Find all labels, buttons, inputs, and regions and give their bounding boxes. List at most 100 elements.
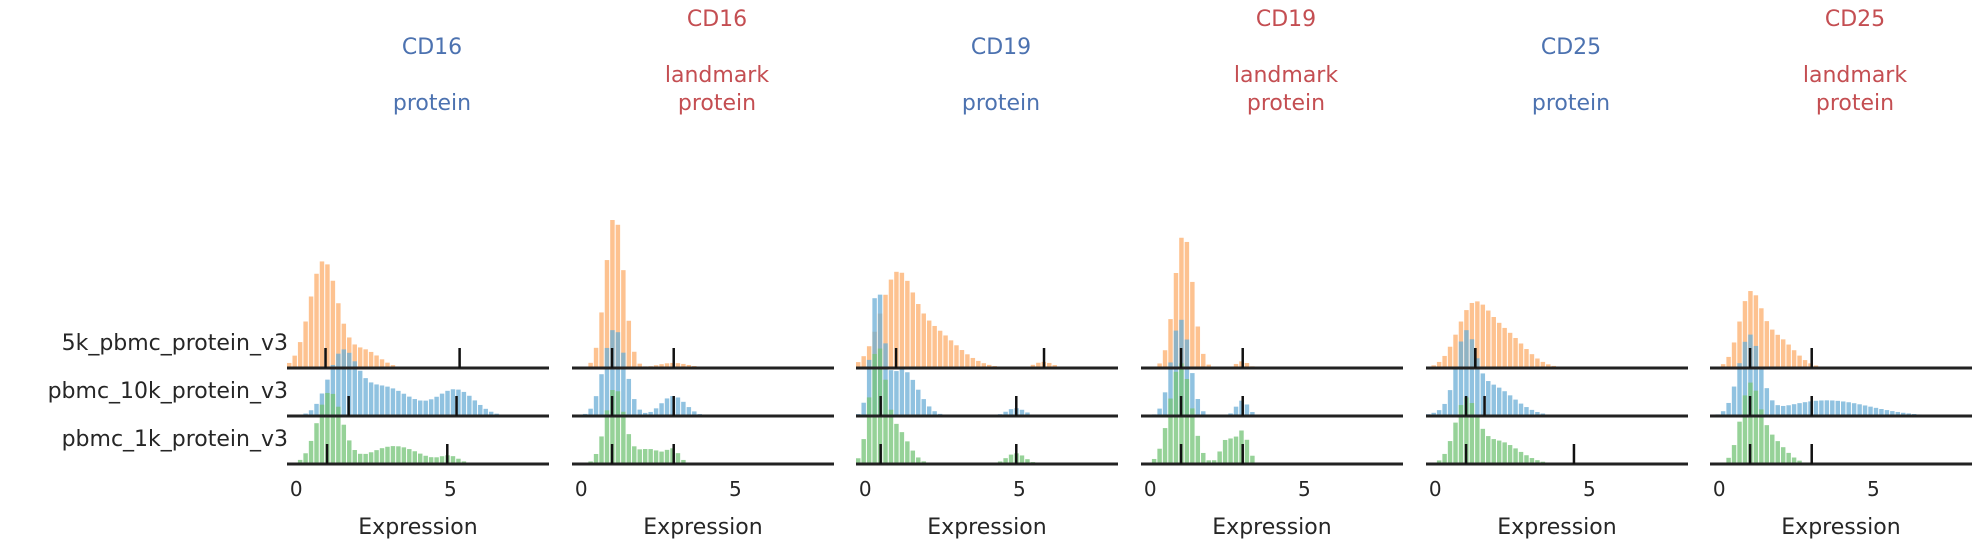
histogram-bar: [932, 411, 937, 416]
histogram-bar: [976, 360, 981, 368]
histogram-bar: [445, 390, 450, 416]
histogram-bar: [910, 379, 916, 416]
histogram-bar: [926, 320, 932, 368]
histogram-bar: [450, 456, 456, 464]
histogram-bar: [297, 342, 303, 368]
histogram-bar: [987, 364, 992, 368]
row-label: pbmc_1k_protein_v3: [62, 427, 288, 452]
histogram-bar: [314, 273, 319, 368]
histogram-bar: [1491, 317, 1496, 368]
histogram-bar: [1786, 405, 1791, 416]
histogram-bar: [615, 224, 621, 368]
histogram-bar: [1447, 346, 1453, 368]
histogram-bar: [368, 351, 374, 368]
x-tick-label: 5: [1298, 477, 1311, 501]
histogram-bar: [1524, 349, 1529, 368]
histogram-bar: [308, 440, 314, 464]
histogram-bar: [637, 449, 642, 464]
histogram-bar: [450, 389, 456, 416]
histogram-bar: [439, 393, 445, 416]
histogram-bar: [883, 343, 888, 416]
histogram-bar: [461, 391, 467, 416]
histogram-series: [582, 220, 702, 368]
histogram-bar: [478, 404, 483, 416]
histogram-bar: [1442, 355, 1447, 368]
histogram-bar: [1250, 455, 1255, 464]
histogram-bar: [390, 446, 396, 464]
histogram-bar: [368, 452, 374, 464]
histogram-bar: [1201, 353, 1206, 368]
histogram-bar: [1168, 362, 1173, 416]
histogram-bar: [1524, 455, 1529, 464]
histogram-bar: [1764, 388, 1770, 416]
histogram-bar: [1535, 358, 1540, 368]
histogram-series: [1151, 237, 1255, 368]
histogram-bar: [664, 398, 670, 416]
histogram-bar: [1442, 403, 1447, 416]
histogram-bar: [352, 361, 357, 416]
histogram-bar: [1535, 412, 1540, 416]
histogram-bar: [921, 399, 926, 416]
histogram-bar: [347, 352, 352, 416]
histogram-bar: [1841, 401, 1846, 416]
histogram-bar: [314, 423, 319, 464]
histogram-bar: [1764, 425, 1770, 464]
histogram-bar: [659, 364, 664, 368]
histogram-bar: [1791, 350, 1797, 368]
histogram-bar: [888, 409, 894, 464]
histogram-bar: [910, 450, 916, 464]
histogram-bar: [1475, 301, 1480, 368]
panel-title: CD25: [1541, 35, 1601, 60]
histogram-bar: [308, 296, 314, 368]
histogram-bar: [1759, 409, 1764, 464]
histogram-bar: [1720, 411, 1726, 416]
panel: CD19 landmark protein 0 5 Expression: [1141, 7, 1403, 540]
histogram-bar: [610, 330, 615, 416]
histogram-bar: [686, 364, 692, 368]
histogram-bar: [1901, 412, 1906, 416]
histogram-bar: [648, 449, 653, 464]
histogram-bar: [1529, 409, 1535, 416]
x-axis-label: Expression: [358, 515, 477, 540]
histogram-bar: [1244, 363, 1250, 368]
histogram-bar: [1726, 356, 1731, 368]
histogram-bar: [1786, 344, 1791, 368]
histogram-bar: [418, 400, 423, 416]
histogram-bar: [1770, 329, 1775, 368]
histogram-bar: [615, 391, 621, 464]
histogram-bar: [1036, 362, 1041, 368]
x-tick-label: 5: [444, 477, 457, 501]
histogram-bar: [1491, 384, 1496, 416]
histogram-bar: [330, 364, 336, 416]
histogram-bar: [1157, 363, 1162, 368]
histogram-bar: [1802, 360, 1808, 368]
x-tick-label: 0: [859, 477, 872, 501]
histogram-bar: [1173, 273, 1179, 368]
histogram-bar: [1003, 411, 1008, 416]
histogram-bar: [866, 359, 872, 416]
histogram-bar: [1819, 400, 1824, 416]
histogram-bar: [1019, 409, 1025, 416]
histogram-bar: [637, 363, 642, 368]
histogram-bar: [1496, 322, 1502, 368]
histogram-bar: [905, 372, 910, 416]
histogram-series: [1715, 291, 1824, 368]
histogram-bar: [1019, 455, 1025, 464]
histogram-bar: [883, 379, 888, 464]
panel-title: protein: [1816, 91, 1894, 116]
histogram-bar: [1469, 302, 1475, 368]
histogram-bar: [856, 458, 861, 464]
histogram-bar: [1802, 402, 1808, 416]
histogram-bar: [626, 320, 632, 368]
panel-title: CD19: [1256, 7, 1316, 32]
histogram-bar: [926, 406, 932, 416]
histogram-bar: [1458, 341, 1464, 416]
row-label: 5k_pbmc_protein_v3: [62, 331, 288, 356]
panel: CD25 protein 0 5 Expression: [1426, 35, 1688, 540]
histogram-bar: [1206, 364, 1211, 368]
histogram-bar: [681, 459, 686, 464]
histogram-bar: [303, 453, 308, 464]
histogram-bar: [379, 448, 385, 464]
row-label: pbmc_10k_protein_v3: [48, 379, 288, 404]
histogram-bar: [1453, 366, 1458, 416]
